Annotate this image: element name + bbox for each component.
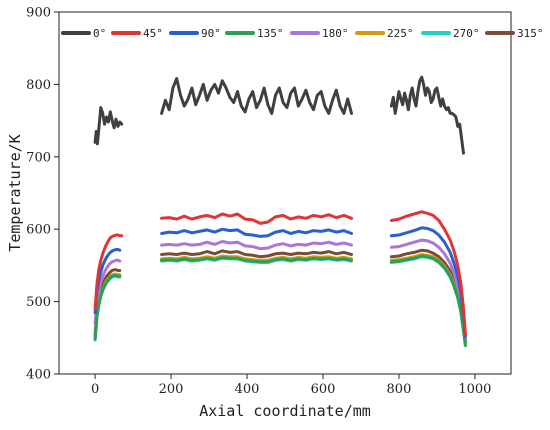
x-tick-label: 400	[235, 382, 260, 397]
x-tick-label: 200	[159, 382, 184, 397]
x-tick-label: 1000	[458, 382, 491, 397]
legend-label: 45°	[143, 27, 163, 40]
legend-label: 0°	[93, 27, 106, 40]
series-segment	[160, 255, 353, 264]
series-segment	[160, 240, 353, 251]
legend-label: 135°	[257, 27, 284, 40]
y-tick-label: 700	[26, 150, 51, 165]
series-segment	[160, 77, 353, 115]
x-axis-label: Axial coordinate/mm	[199, 402, 371, 420]
y-tick-label: 400	[26, 368, 51, 383]
series-layer	[93, 75, 467, 348]
x-tick-label: 800	[387, 382, 412, 397]
series-segment	[93, 274, 122, 341]
y-tick-label: 500	[26, 295, 51, 310]
series-segment	[93, 106, 124, 146]
y-tick-label: 900	[26, 6, 51, 21]
y-tick-label: 800	[26, 78, 51, 93]
series-segment	[389, 254, 467, 347]
series-line	[93, 210, 467, 336]
series-segment	[389, 75, 465, 155]
legend-label: 315°	[517, 27, 544, 40]
series-segment	[389, 210, 467, 336]
series-segment	[160, 249, 353, 259]
legend-label: 90°	[201, 27, 221, 40]
series-segment	[93, 258, 122, 325]
series-line	[93, 254, 467, 347]
y-axis-ticks: 400 500 600 700 800 900	[26, 6, 59, 383]
legend-label: 225°	[387, 27, 414, 40]
legend: 0° 45° 90° 135° 180° 225° 270° 315°	[61, 27, 544, 40]
legend-label: 270°	[453, 27, 480, 40]
y-tick-label: 600	[26, 223, 51, 238]
series-segment	[93, 248, 122, 314]
plot-frame	[58, 11, 512, 375]
x-axis-ticks: 0 200 400 600 800 1000	[91, 374, 491, 397]
legend-label: 180°	[322, 27, 349, 40]
series-segment	[93, 233, 124, 311]
series-line	[93, 75, 465, 155]
y-axis-label: Temperature/K	[6, 134, 24, 251]
series-segment	[160, 212, 353, 225]
series-segment	[160, 227, 353, 238]
x-tick-label: 600	[311, 382, 336, 397]
x-tick-label: 0	[91, 382, 99, 397]
